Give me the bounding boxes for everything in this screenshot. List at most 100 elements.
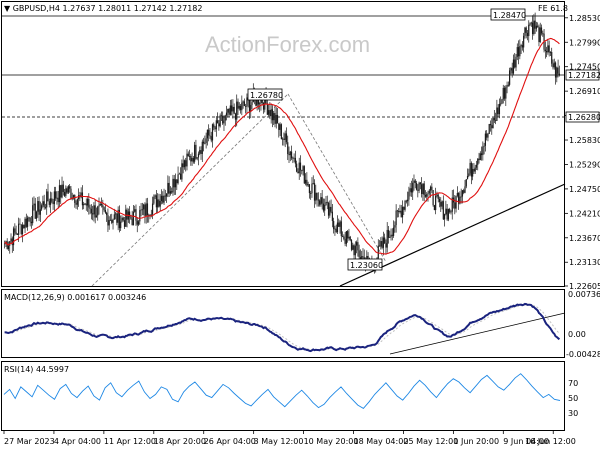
candle-body <box>409 188 411 192</box>
candle-body <box>47 191 49 202</box>
candle-body <box>492 118 494 129</box>
candle-body <box>505 87 507 99</box>
candle-body <box>290 151 293 159</box>
label-low-may: 1.23060 <box>350 261 383 270</box>
candle-body <box>139 210 141 222</box>
candle-body <box>418 182 420 191</box>
price-tick-label: 1.23670 <box>569 234 600 243</box>
candle-body <box>76 199 78 205</box>
candle-body <box>256 95 258 106</box>
candle-body <box>131 218 133 226</box>
candle-body <box>4 243 6 245</box>
price-tick-label: 1.25290 <box>569 160 600 169</box>
candle-body <box>190 156 192 162</box>
candle-body <box>117 209 119 223</box>
candle-body <box>112 219 114 223</box>
candle-body <box>61 184 63 198</box>
candle-body <box>231 105 233 112</box>
candle-body <box>56 197 58 199</box>
candle-body <box>227 108 229 113</box>
candle-body <box>304 179 307 184</box>
label-box-high-jun <box>490 8 526 21</box>
candle-body <box>34 203 36 219</box>
candle-body <box>344 238 346 244</box>
candle-body <box>436 194 438 196</box>
candle-body <box>211 124 214 141</box>
candle-body <box>558 73 560 76</box>
candle-body <box>217 120 219 124</box>
candle-body <box>75 202 77 205</box>
candle-body <box>178 173 180 175</box>
candle-body <box>129 211 131 217</box>
candle-body <box>432 190 434 206</box>
candle-body <box>270 109 272 117</box>
candle-body <box>395 210 397 226</box>
candle-body <box>186 153 188 167</box>
candle-body <box>144 204 146 216</box>
rsi-tick-50: 50 <box>568 394 578 403</box>
candle-body <box>153 196 155 204</box>
candle-body <box>283 138 285 140</box>
candle-body <box>478 158 480 161</box>
candle-body <box>219 115 221 127</box>
candle-body <box>472 168 474 177</box>
candle-body <box>204 143 206 144</box>
candle-body <box>340 221 342 237</box>
candle-body <box>206 129 208 139</box>
symbol-header: GBPUSD,H4 1.27637 1.28011 1.27142 1.2718… <box>13 4 203 13</box>
candle-body <box>23 224 25 229</box>
candle-body <box>132 211 135 226</box>
candle-body <box>458 192 460 204</box>
candle-body <box>474 167 476 172</box>
candle-body <box>461 190 464 197</box>
candle-body <box>81 192 84 206</box>
candle-body <box>285 133 288 143</box>
label-box-low-may <box>347 258 383 271</box>
time-tick-label: 25 May 12:00 <box>403 437 458 446</box>
candle-body <box>154 195 156 197</box>
candle-body <box>460 196 462 198</box>
candle-body <box>176 179 178 184</box>
candle-body <box>547 45 549 53</box>
candle-body <box>159 201 161 207</box>
candle-body <box>296 163 298 172</box>
dropdown-triangle-icon[interactable]: ▼ <box>4 4 13 13</box>
candle-body <box>172 178 174 193</box>
candle-body <box>390 234 392 238</box>
candle-body <box>66 188 68 193</box>
candle-body <box>419 182 421 185</box>
candle-body <box>294 157 296 164</box>
time-tick-label: 4 Apr 04:00 <box>54 437 101 446</box>
candle-body <box>188 156 191 157</box>
macd-main-line <box>4 302 561 353</box>
candle-body <box>357 242 359 251</box>
candle-body <box>248 99 251 112</box>
candle-body <box>343 236 345 239</box>
candle-body <box>11 238 13 246</box>
candle-body <box>303 166 305 184</box>
candle-body <box>386 229 388 248</box>
candle-body <box>459 196 461 204</box>
fe-projection-line-2 <box>287 93 387 263</box>
candle-body <box>394 225 396 228</box>
candle-body <box>316 192 318 200</box>
candle-body <box>435 195 437 211</box>
candle-body <box>539 27 541 43</box>
candle-body <box>429 186 432 191</box>
candle-body <box>500 103 502 105</box>
candle-body <box>546 51 548 53</box>
candle-body <box>53 191 55 205</box>
price-axis: 1.285301.279901.274501.269101.263701.258… <box>565 14 600 291</box>
candle-body <box>525 27 527 33</box>
macd-tick-bottom: -0.004286 <box>566 350 600 359</box>
candle-body <box>473 168 475 172</box>
candle-body <box>308 184 311 194</box>
candle-body <box>331 211 333 222</box>
candle-body <box>367 256 369 259</box>
candle-body <box>201 141 203 154</box>
candle-body <box>483 145 485 147</box>
candle-body <box>104 210 106 213</box>
time-tick-label: 18 May 04:00 <box>354 437 409 446</box>
time-tick-label: 1 Jun 20:00 <box>453 437 499 446</box>
candle-body <box>261 97 263 104</box>
